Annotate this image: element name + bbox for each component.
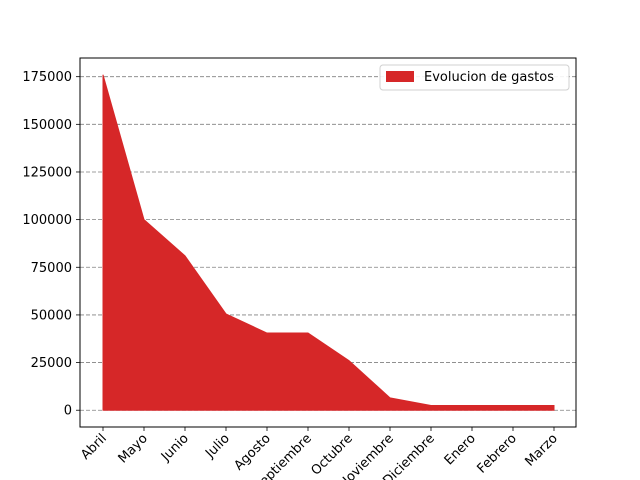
y-tick-label: 0 [64,404,72,419]
y-tick-label: 175000 [22,70,72,85]
x-tick-label: Mayo [116,431,151,466]
x-tick-label: Julio [202,431,233,462]
plot-frame [79,57,577,428]
legend: Evolucion de gastos [379,64,570,91]
y-tick-label: 25000 [31,356,72,371]
y-tick-label: 150000 [22,118,72,133]
x-tick-label: Marzo [522,431,560,469]
y-tick-label: 100000 [22,213,72,228]
legend-label: Evolucion de gastos [424,70,554,85]
legend-box [379,64,570,91]
x-axis: Abril Mayo Junio JulioAgostoSeptiembreOctub… [78,427,561,480]
legend-swatch [386,71,414,82]
x-tick-label: Enero [442,431,479,468]
x-tick-label: Abril [78,431,110,463]
area-series-evolucion-de-gastos [102,74,555,411]
y-tick-label: 50000 [31,308,72,323]
x-tick-label: Junio [158,431,192,465]
y-axis: 0 25000 50000 75000 100000 125000 150000 175000 [22,70,80,419]
x-tick-label: Febrero [475,431,520,476]
y-tick-label: 125000 [22,165,72,180]
y-tick-label: 75000 [31,261,72,276]
